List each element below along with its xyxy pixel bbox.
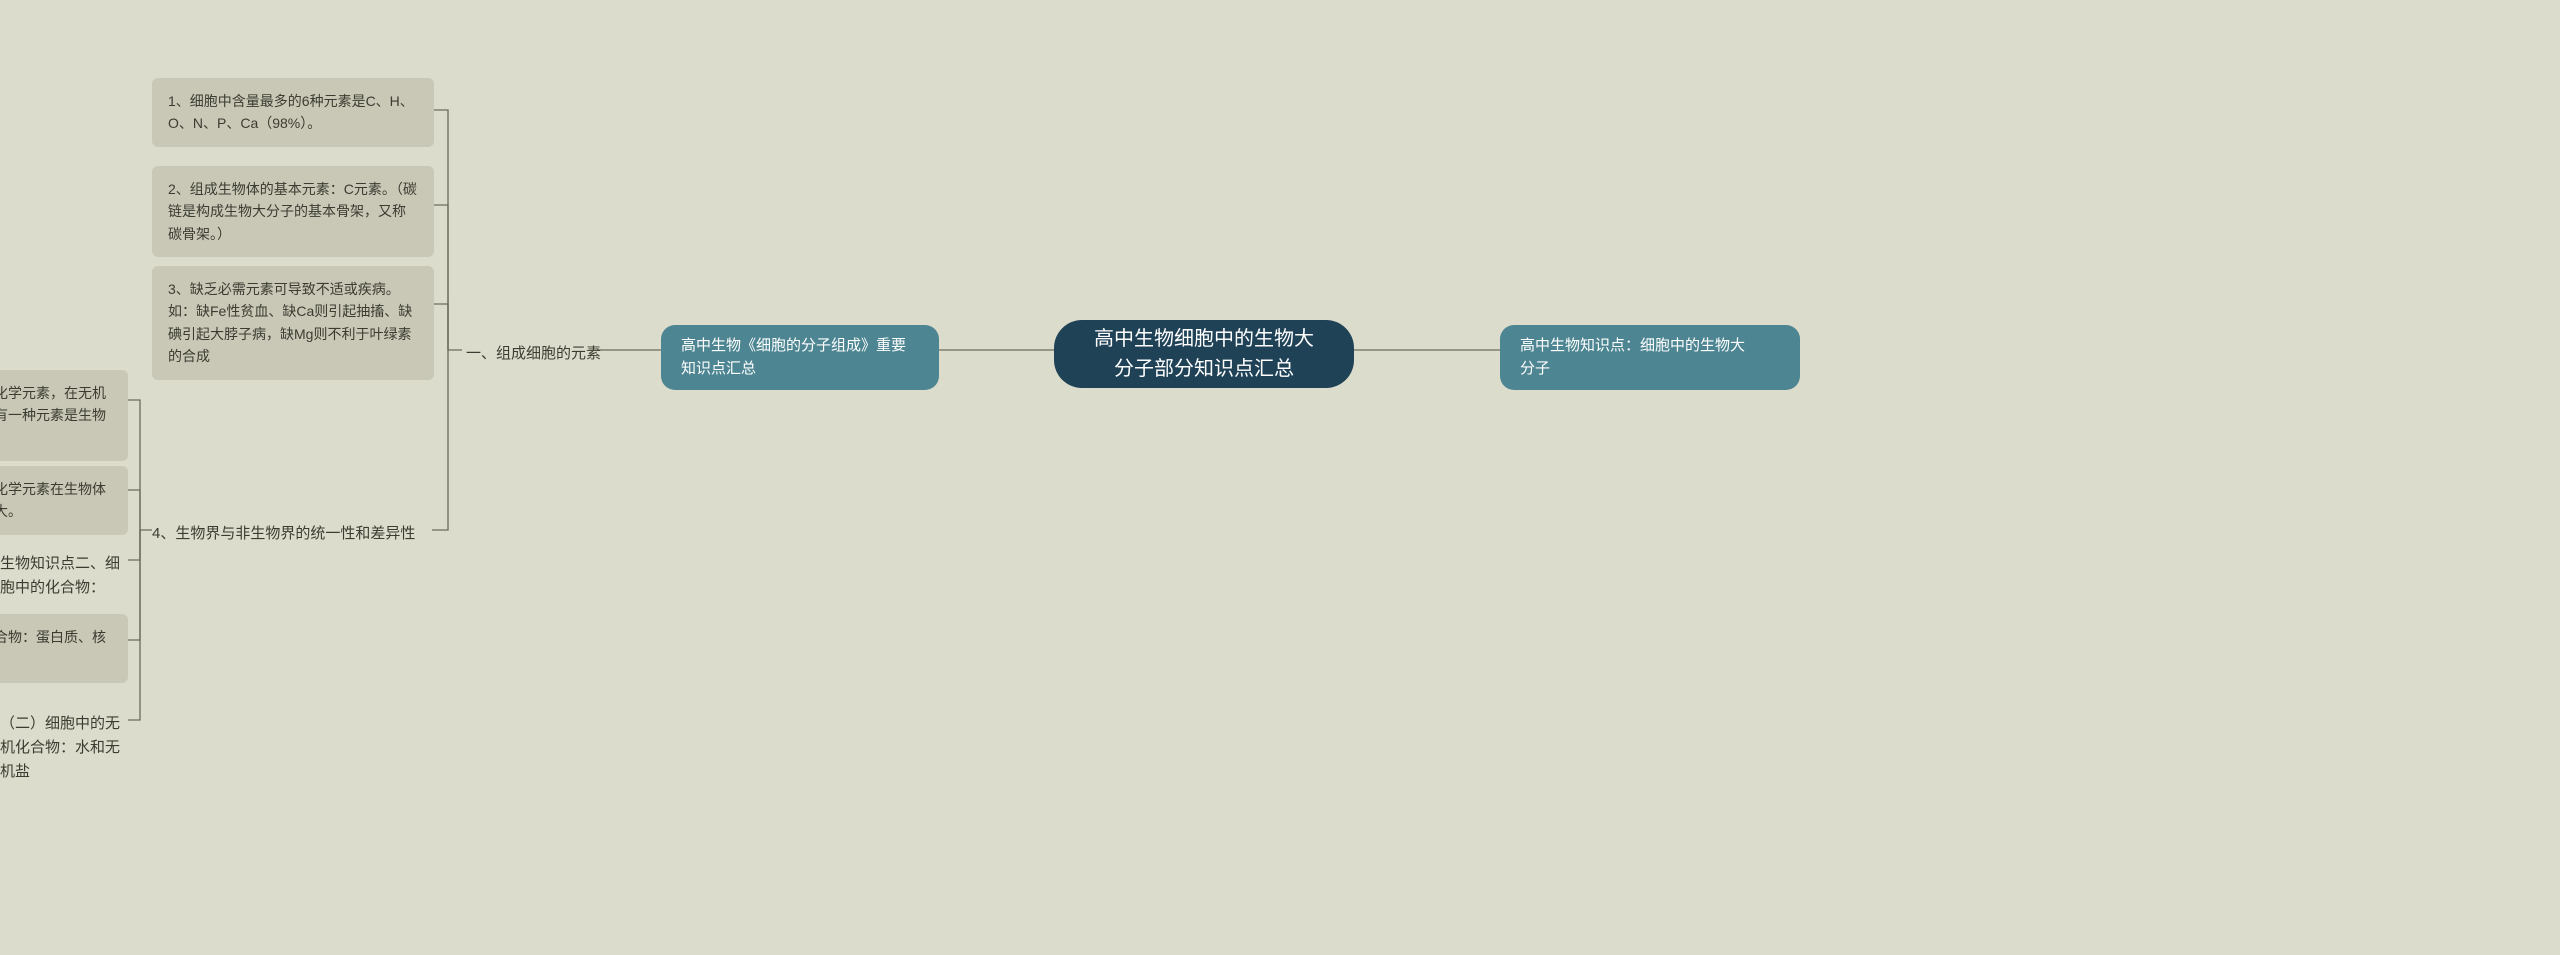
item4-child-2: 差异性：组成生物体的化学元素在生物体和自然界中含量相差很大。	[0, 466, 128, 535]
item4-child-3: 生物知识点二、细胞中的化合物：	[0, 548, 128, 604]
section1-item-2: 2、组成生物体的基本元素：C元素。（碳链是构成生物大分子的基本骨架，又称碳骨架。…	[152, 166, 434, 257]
item4-child-1: 统一性：组成生物体的化学元素，在无机自然界都可以找到，没有一种元素是生物界特有的…	[0, 370, 128, 461]
root-line-2: 分子部分知识点汇总	[1078, 354, 1330, 384]
right-branch-line-1: 高中生物知识点：细胞中的生物大	[1520, 335, 1745, 358]
root-node: 高中生物细胞中的生物大 分子部分知识点汇总	[1054, 320, 1354, 388]
right-branch-line-2: 分子	[1520, 358, 1745, 381]
root-line-1: 高中生物细胞中的生物大	[1078, 324, 1330, 354]
section1-item-3: 3、缺乏必需元素可导致不适或疾病。如：缺Fe性贫血、缺Ca则引起抽搐、缺碘引起大…	[152, 266, 434, 380]
left-branch: 高中生物《细胞的分子组成》重要 知识点汇总	[661, 325, 939, 390]
left-branch-line-2: 知识点汇总	[681, 358, 906, 381]
section1-item-4: 4、生物界与非生物界的统一性和差异性	[152, 518, 434, 550]
section1-title: 一、组成细胞的元素	[466, 338, 606, 370]
right-branch: 高中生物知识点：细胞中的生物大 分子	[1500, 325, 1800, 390]
section1-item-1: 1、细胞中含量最多的6种元素是C、H、O、N、P、Ca（98%）。	[152, 78, 434, 147]
left-branch-line-1: 高中生物《细胞的分子组成》重要	[681, 335, 906, 358]
item4-child-4: （一）细胞中的有机化合物：蛋白质、核酸、糖类和脂质	[0, 614, 128, 683]
item4-child-5: （二）细胞中的无机化合物：水和无机盐	[0, 708, 128, 788]
